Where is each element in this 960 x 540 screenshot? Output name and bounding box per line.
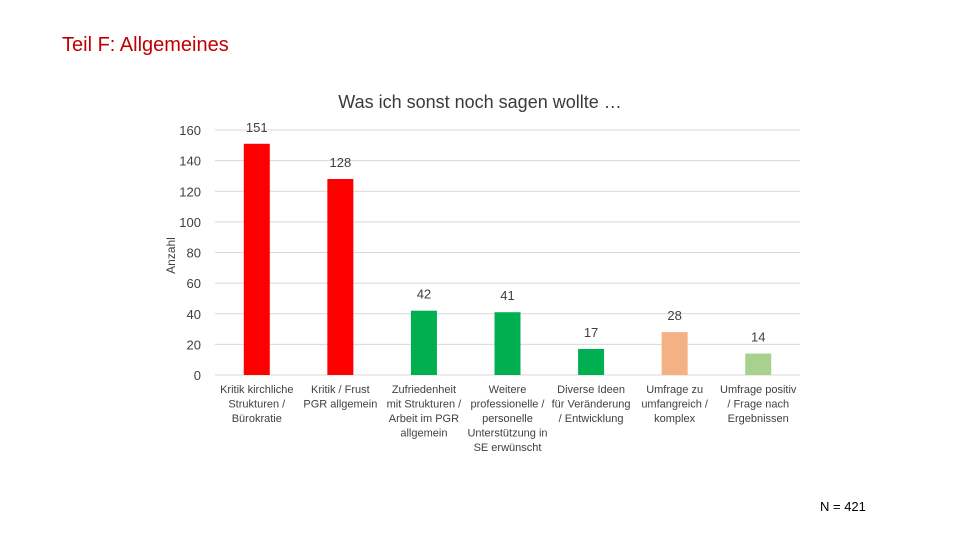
slide-title: Teil F: Allgemeines <box>62 34 229 56</box>
category-label-line: Strukturen / <box>228 399 286 411</box>
bar-1 <box>243 143 270 375</box>
category-label-line: Bürokratie <box>232 413 282 425</box>
y-tick-label: 160 <box>179 123 201 138</box>
category-label-2: Kritik / Frust PGR allgemein <box>303 384 377 411</box>
data-labels: 151 128 42 41 17 28 14 <box>246 120 766 345</box>
y-tick-label: 100 <box>179 215 201 230</box>
category-label-line: umfangreich / <box>641 399 709 411</box>
bar-value-label: 28 <box>667 308 681 323</box>
y-tick-label: 60 <box>187 276 201 291</box>
category-label-line: Umfrage zu <box>646 384 703 396</box>
bar-value-label: 151 <box>246 120 268 135</box>
category-label-line: Unterstützung in <box>467 428 547 440</box>
category-label-line: mit Strukturen / <box>387 399 463 411</box>
y-axis-label: Anzahl <box>164 237 178 274</box>
y-tick-label: 80 <box>187 246 201 261</box>
y-axis-ticks: 0 20 40 60 80 100 120 140 160 <box>179 123 201 383</box>
category-label-3: Zufriedenheit mit Strukturen / Arbeit im P… <box>387 384 463 440</box>
bar-value-label: 17 <box>584 325 598 340</box>
bar-4 <box>494 312 521 375</box>
category-label-6: Umfrage zu umfangreich / komplex <box>641 384 709 425</box>
category-label-line: für Veränderung <box>552 399 631 411</box>
bar-value-label: 128 <box>330 155 352 170</box>
y-tick-label: 40 <box>187 307 201 322</box>
bar-5 <box>578 348 605 375</box>
bar-2 <box>327 179 354 375</box>
category-label-1: Kritik kirchliche Strukturen / Bürokratie <box>220 384 293 425</box>
bar-3 <box>410 310 437 375</box>
bars <box>243 143 772 375</box>
chart-title: Was ich sonst noch sagen wollte … <box>338 92 621 112</box>
category-label-line: Weitere <box>489 384 527 396</box>
category-label-line: Ergebnissen <box>728 413 789 425</box>
category-label-line: Arbeit im PGR <box>389 413 459 425</box>
category-label-line: Diverse Ideen <box>557 384 625 396</box>
category-label-line: personelle <box>482 413 533 425</box>
category-label-line: komplex <box>654 413 695 425</box>
category-label-line: professionelle / <box>471 399 546 411</box>
bar-6 <box>661 332 688 375</box>
sample-size-note: N = 421 <box>820 499 866 514</box>
y-tick-label: 20 <box>187 337 201 352</box>
category-label-5: Diverse Ideen für Veränderung / Entwicklun… <box>552 384 631 425</box>
category-label-line: Kritik kirchliche <box>220 384 293 396</box>
category-label-line: Zufriedenheit <box>392 384 456 396</box>
category-label-line: allgemein <box>400 428 447 440</box>
y-tick-label: 0 <box>194 368 201 383</box>
category-label-line: PGR allgemein <box>303 399 377 411</box>
bar-value-label: 42 <box>417 287 431 302</box>
category-label-line: / Frage nach <box>727 399 789 411</box>
category-label-line: SE erwünscht <box>474 442 542 454</box>
bar-value-label: 41 <box>500 288 514 303</box>
category-label-7: Umfrage positiv / Frage nach Ergebnissen <box>720 384 797 425</box>
bar-value-label: 14 <box>751 330 765 345</box>
bar-7 <box>745 353 772 375</box>
y-tick-label: 140 <box>179 154 201 169</box>
category-label-line: / Entwicklung <box>559 413 624 425</box>
category-label-line: Umfrage positiv <box>720 384 797 396</box>
category-label-line: Kritik / Frust <box>311 384 370 396</box>
category-labels: Kritik kirchliche Strukturen / BürokratieK… <box>220 384 797 454</box>
y-tick-label: 120 <box>179 184 201 199</box>
category-label-4: Weitere professionelle / personelle Unterst… <box>467 384 547 454</box>
